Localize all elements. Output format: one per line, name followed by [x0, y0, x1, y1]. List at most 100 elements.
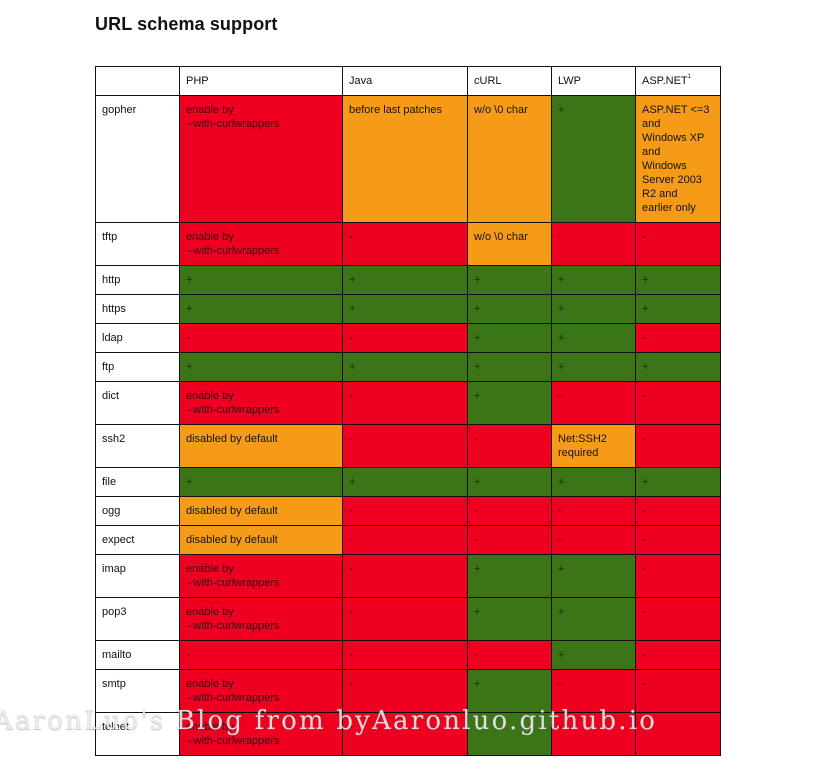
support-cell-text: - [642, 606, 646, 618]
support-cell-text: - [349, 390, 353, 402]
support-cell-php: disabled by default [179, 496, 343, 526]
header-cell-lwp: LWP [551, 66, 636, 96]
support-cell-java: - [342, 640, 468, 670]
support-cell-aspnet: - [635, 640, 721, 670]
support-cell-lwp: - [551, 381, 636, 425]
support-cell-text: - [349, 332, 353, 344]
support-cell-java: - [342, 669, 468, 713]
header-cell-aspnet: ASP.NET1 [635, 66, 721, 96]
support-cell-curl: + [467, 381, 552, 425]
header-label: Java [349, 75, 373, 87]
table-row: file + + + + + [95, 467, 721, 497]
support-cell-text: - [186, 649, 190, 661]
support-cell-text: - [349, 505, 353, 517]
support-cell-lwp: + [551, 323, 636, 353]
support-cell-lwp: + [551, 467, 636, 497]
scheme-name-cell: file [95, 467, 180, 497]
support-cell-text: - [642, 678, 646, 690]
table-row: pop3 enable by --with-curlwrappers - + + - [95, 597, 721, 641]
support-cell-text: - [642, 721, 646, 733]
table-row: ogg disabled by default - - - - [95, 496, 721, 526]
support-cell-java: - [342, 597, 468, 641]
support-cell-aspnet: + [635, 294, 721, 324]
support-cell-text: - [558, 231, 562, 243]
support-cell-php: disabled by default [179, 525, 343, 555]
support-cell-text: + [474, 606, 481, 618]
table-row: imap enable by --with-curlwrappers - + + - [95, 554, 721, 598]
support-cell-text: - [642, 649, 646, 661]
support-cell-text: - [642, 390, 646, 402]
support-cell-curl: + [467, 323, 552, 353]
support-cell-text: - [349, 649, 353, 661]
scheme-name-cell: ldap [95, 323, 180, 353]
support-cell-text: + [474, 476, 481, 488]
support-cell-text: - [349, 534, 353, 546]
support-cell-curl: + [467, 712, 552, 756]
support-cell-lwp: + [551, 597, 636, 641]
support-cell-curl: - [467, 640, 552, 670]
support-cell-text: - [558, 390, 562, 402]
support-cell-java: + [342, 294, 468, 324]
scheme-name-cell: ogg [95, 496, 180, 526]
support-cell-curl: - [467, 424, 552, 468]
scheme-name-cell: imap [95, 554, 180, 598]
support-cell-text: + [558, 274, 565, 286]
support-cell-text: w/o \0 char [474, 104, 528, 116]
support-cell-text: + [642, 303, 649, 315]
support-cell-text: + [186, 361, 193, 373]
support-cell-text: - [474, 505, 478, 517]
support-cell-lwp: + [551, 640, 636, 670]
support-cell-text: enable by --with-curlwrappers [186, 390, 280, 416]
support-cell-text: - [474, 534, 478, 546]
support-cell-text: - [558, 721, 562, 733]
scheme-name-cell: telnet [95, 712, 180, 756]
page-title: URL schema support [95, 14, 278, 34]
support-cell-lwp: - [551, 496, 636, 526]
support-cell-text: + [186, 476, 193, 488]
support-cell-text: enable by --with-curlwrappers [186, 606, 280, 632]
support-cell-text: + [558, 476, 565, 488]
header-cell-java: Java [342, 66, 468, 96]
support-cell-text: + [558, 303, 565, 315]
support-cell-text: + [474, 303, 481, 315]
support-cell-text: disabled by default [186, 505, 278, 517]
header-label: cURL [474, 75, 502, 87]
support-cell-curl: - [467, 496, 552, 526]
support-cell-curl: w/o \0 char [467, 222, 552, 266]
support-cell-aspnet: - [635, 712, 721, 756]
support-cell-text: enable by --with-curlwrappers [186, 678, 280, 704]
support-cell-php: enable by --with-curlwrappers [179, 381, 343, 425]
support-cell-text: - [349, 231, 353, 243]
scheme-name-cell: gopher [95, 95, 180, 223]
support-cell-text: before last patches [349, 104, 442, 116]
table-body: gopher enable by --with-curlwrappers befor… [95, 95, 721, 756]
scheme-name-cell: mailto [95, 640, 180, 670]
support-cell-aspnet: + [635, 352, 721, 382]
support-cell-lwp: - [551, 712, 636, 756]
support-cell-java: - [342, 496, 468, 526]
support-cell-text: + [642, 361, 649, 373]
support-cell-text: + [558, 563, 565, 575]
support-cell-text: + [558, 606, 565, 618]
support-cell-text: - [349, 433, 353, 445]
header-label: ASP.NET [642, 75, 688, 87]
support-cell-lwp: - [551, 669, 636, 713]
support-cell-curl: w/o \0 char [467, 95, 552, 223]
support-cell-lwp: - [551, 525, 636, 555]
support-cell-curl: + [467, 669, 552, 713]
support-cell-curl: + [467, 554, 552, 598]
support-cell-text: - [349, 563, 353, 575]
support-cell-java: - [342, 222, 468, 266]
table-row: dict enable by --with-curlwrappers - + - - [95, 381, 721, 425]
support-cell-php: + [179, 467, 343, 497]
support-cell-text: - [349, 678, 353, 690]
support-cell-text: - [349, 721, 353, 733]
support-cell-text: + [349, 361, 356, 373]
support-cell-aspnet: - [635, 222, 721, 266]
table-row: expect disabled by default - - - - [95, 525, 721, 555]
table-header: PHP Java cURL LWP ASP.NET1 [95, 66, 721, 96]
support-cell-text: - [558, 678, 562, 690]
support-cell-text: Net:SSH2 required [558, 433, 607, 459]
support-cell-text: + [474, 390, 481, 402]
scheme-name-cell: smtp [95, 669, 180, 713]
